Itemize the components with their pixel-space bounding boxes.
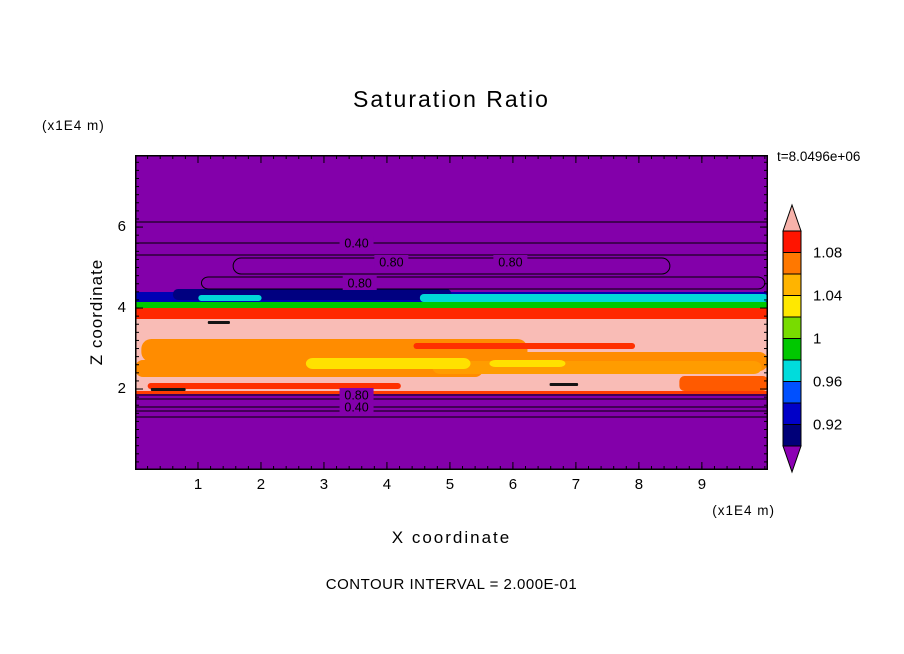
- colorbar-label: 0.92: [813, 417, 842, 434]
- colorbar-segment: [782, 295, 802, 318]
- closed-contour: [232, 257, 671, 275]
- x-axis-unit-label: (x1E4 m): [712, 503, 775, 518]
- x-tick-label: 1: [193, 476, 203, 493]
- contour-label: 0.40: [344, 237, 368, 251]
- contour-label-backing: [339, 400, 374, 414]
- contour-label: 0.80: [498, 256, 522, 270]
- field-streak: [198, 295, 262, 301]
- chart-title: Saturation Ratio: [353, 86, 550, 112]
- y-tick-label: 4: [117, 299, 126, 317]
- field-streak: [305, 358, 471, 369]
- field-band: [135, 302, 768, 308]
- contour-label-backing: [342, 276, 377, 290]
- field-streak: [147, 383, 401, 389]
- colorbar-segment: [782, 316, 802, 339]
- contour-label: 0.80: [348, 277, 372, 291]
- y-axis-unit-label: (x1E4 m): [42, 118, 105, 133]
- x-tick-label: 3: [319, 476, 329, 493]
- contour-label-backing: [493, 255, 528, 269]
- contour-label-backing: [339, 388, 374, 402]
- colorbar-segment: [782, 273, 802, 296]
- colorbar: 1.08 1.04 1 0.96 0.92: [782, 203, 842, 474]
- contour-label: 0.40: [344, 401, 368, 415]
- colorbar-segment: [782, 230, 802, 253]
- colorbar-segment: [782, 359, 802, 382]
- field-streak: [549, 383, 579, 386]
- field-streak: [489, 360, 566, 367]
- time-annotation: t=8.0496e+06: [777, 149, 861, 164]
- contour-label: 0.80: [379, 256, 403, 270]
- colorbar-segment: [782, 402, 802, 425]
- contour-label: 0.80: [344, 389, 368, 403]
- y-tick-label: 6: [117, 218, 126, 236]
- colorbar-label: 0.96: [813, 374, 842, 391]
- colorbar-segment: [782, 424, 802, 447]
- colorbar-segment: [782, 252, 802, 275]
- x-tick-label: 6: [508, 476, 518, 493]
- colorbar-segment: [782, 381, 802, 404]
- field-band: [135, 391, 768, 394]
- contour-label-backing: [339, 236, 374, 250]
- x-tick-label: 7: [571, 476, 581, 493]
- x-tick-label: 5: [445, 476, 455, 493]
- field-streak: [207, 321, 230, 324]
- plot-frame: [135, 155, 768, 470]
- colorbar-segment: [782, 338, 802, 361]
- colorbar-label: 1: [813, 331, 821, 348]
- closed-contour: [200, 276, 766, 290]
- field-streak: [419, 294, 768, 302]
- field-streak: [432, 361, 762, 374]
- contour-label-backing: [374, 255, 409, 269]
- y-tick-label: 2: [117, 380, 126, 398]
- x-tick-label: 4: [382, 476, 392, 493]
- field-streak: [679, 376, 768, 391]
- contour-plot: 0.400.80 0.800.800.800.40: [135, 155, 768, 470]
- field-band: [135, 308, 768, 319]
- colorbar-label: 1.04: [813, 288, 842, 305]
- colorbar-bottom-arrow: [782, 445, 802, 474]
- x-axis-title: X coordinate: [391, 528, 512, 547]
- field-streak: [150, 388, 186, 391]
- colorbar-top-arrow: [782, 203, 802, 232]
- contour-interval-note: CONTOUR INTERVAL = 2.000E-01: [325, 576, 578, 593]
- field-streak: [413, 343, 636, 349]
- colorbar-label: 1.08: [813, 245, 842, 262]
- x-tick-label: 9: [697, 476, 707, 493]
- x-tick-label: 2: [256, 476, 266, 493]
- x-tick-label: 8: [634, 476, 644, 493]
